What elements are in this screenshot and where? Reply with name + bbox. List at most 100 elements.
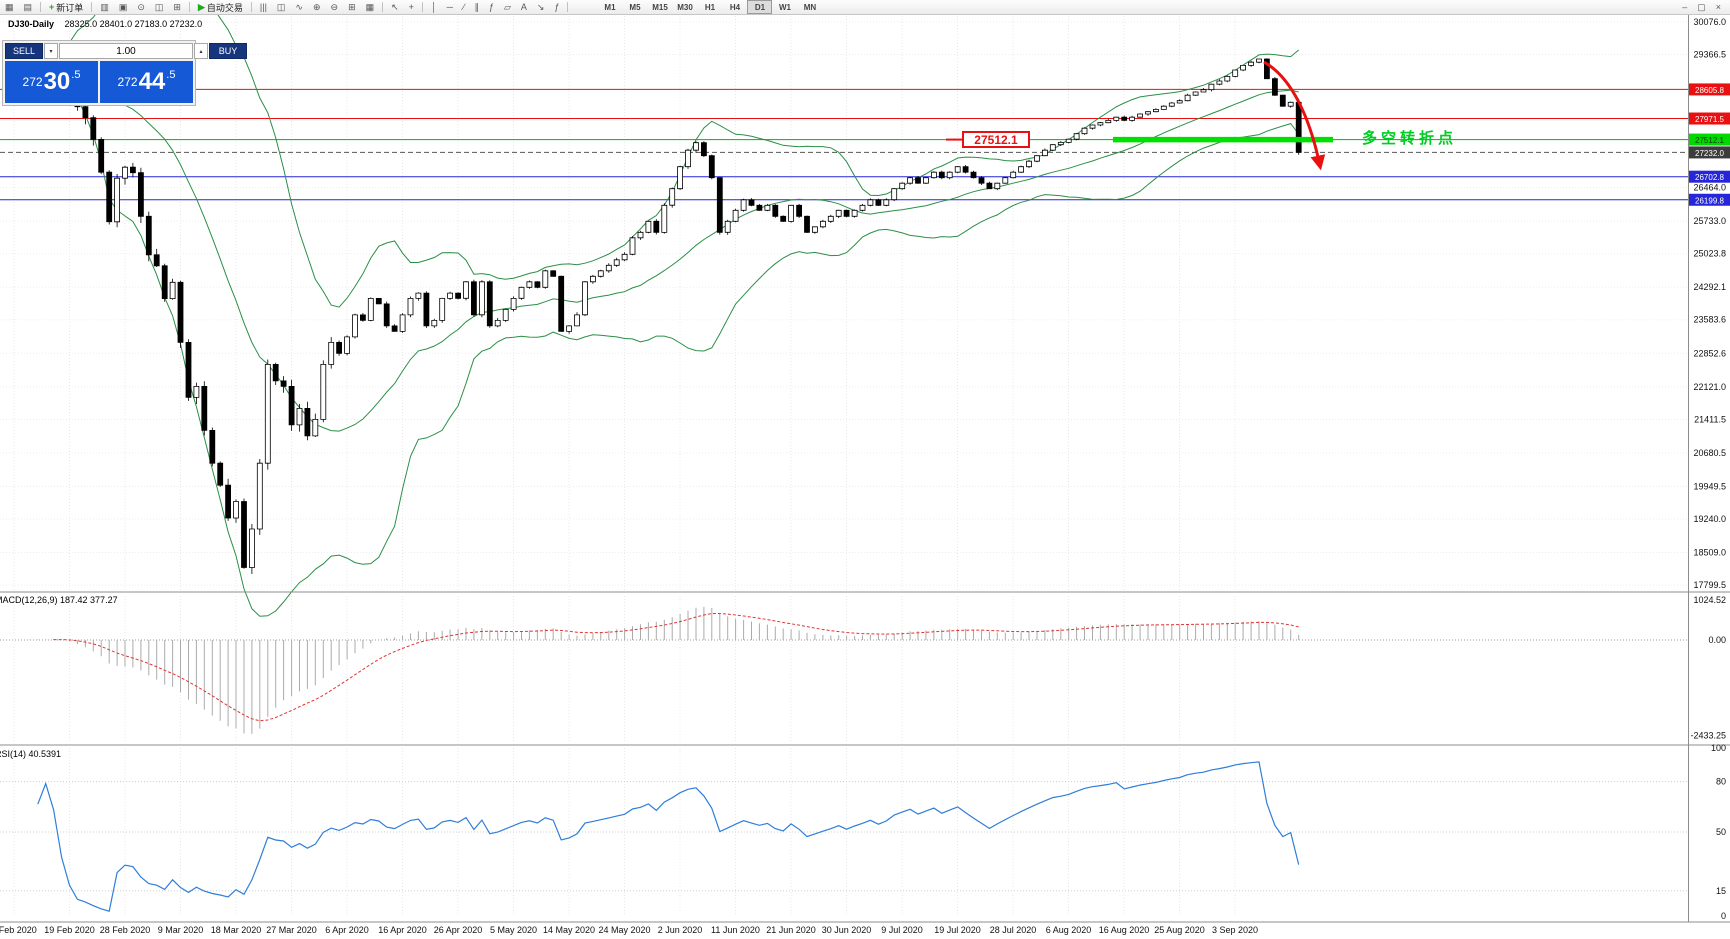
- price-axis-label: 25733.0: [1693, 216, 1726, 226]
- bar-chart-icon[interactable]: |||: [256, 0, 271, 14]
- grid-icon[interactable]: ▦: [362, 0, 379, 14]
- chart-profiles-icon: ▤: [23, 2, 33, 12]
- strategy-tester-icon: ⊞: [173, 2, 181, 12]
- time-axis-label: 6 Apr 2020: [325, 925, 369, 935]
- toolbar-separator: [188, 2, 190, 12]
- macd-axis-label: 0.00: [1708, 635, 1726, 645]
- time-axis-label: 24 May 2020: [598, 925, 650, 935]
- time-axis-label: 11 Jun 2020: [711, 925, 760, 935]
- level-price-badge-text: 26199.8: [1695, 196, 1724, 205]
- price-axis-label: 29366.5: [1693, 50, 1726, 60]
- horizontal-line-icon[interactable]: ─: [443, 0, 457, 14]
- grid-icon: ▦: [365, 2, 375, 12]
- close-icon[interactable]: ×: [1712, 0, 1725, 14]
- rsi-axis-label: 80: [1716, 777, 1726, 787]
- symbol-period-label: DJ30-Daily: [8, 19, 55, 29]
- navigator-icon[interactable]: ⊙: [133, 0, 149, 14]
- tile-windows-icon: ⊞: [348, 2, 356, 12]
- toolbar-separator: [382, 2, 384, 12]
- timeframe-m5[interactable]: M5: [629, 2, 641, 12]
- toolbar-separator: [567, 2, 569, 12]
- price-axis-label: 23583.6: [1693, 315, 1726, 325]
- price-callout-box: 27512.1: [962, 131, 1030, 148]
- timeframe-h4[interactable]: H4: [729, 2, 741, 12]
- arrows-icon[interactable]: ↘: [533, 0, 549, 14]
- time-axis-label: 16 Apr 2020: [378, 925, 427, 935]
- timeframe-h1[interactable]: H1: [704, 2, 716, 12]
- sell-price-prefix: 272: [22, 75, 43, 89]
- level-price-badge-text: 27512.1: [1695, 136, 1724, 145]
- auto-trading-button[interactable]: ▶ 自动交易: [194, 0, 247, 14]
- level-price-badge: [1689, 83, 1730, 96]
- vertical-line-icon: │: [430, 2, 437, 12]
- chart-profiles-icon[interactable]: ▤: [20, 0, 37, 14]
- rsi-axis-label: 100: [1711, 743, 1726, 753]
- price-axis-label: 25023.8: [1693, 249, 1726, 259]
- vertical-line-icon[interactable]: │: [427, 0, 441, 14]
- toolbar-separator: [421, 2, 423, 12]
- level-price-badge-text: 28605.8: [1695, 86, 1724, 95]
- trendline-icon[interactable]: ∕: [459, 0, 469, 14]
- data-window-icon[interactable]: ▣: [115, 0, 132, 14]
- zoom-out-icon[interactable]: ⊖: [327, 0, 343, 14]
- buy-button[interactable]: BUY: [209, 43, 247, 59]
- crosshair-icon: +: [408, 2, 414, 12]
- new-chart-icon[interactable]: ▦: [1, 0, 18, 14]
- new-order-button[interactable]: + 新订单: [45, 0, 87, 14]
- one-click-prices: 272 30 .5 272 44 .5: [5, 61, 193, 103]
- new-order-button-label: 新订单: [56, 2, 84, 13]
- text-icon[interactable]: A: [517, 0, 531, 14]
- rsi-indicator-label: RSI(14) 40.5391: [0, 749, 62, 759]
- market-watch-icon[interactable]: ▥: [96, 0, 113, 14]
- sell-button[interactable]: SELL: [5, 43, 43, 59]
- cursor-icon[interactable]: ↖: [387, 0, 403, 14]
- sell-price[interactable]: 272 30 .5: [5, 61, 98, 103]
- bar-chart-icon: |||: [259, 2, 267, 12]
- chart-title: DJ30-Daily 28325.0 28401.0 27183.0 27232…: [8, 19, 202, 29]
- line-chart-icon[interactable]: ∿: [291, 0, 307, 14]
- level-price-badge-text: 26702.8: [1695, 173, 1724, 182]
- fibonacci-icon[interactable]: ƒ: [485, 0, 498, 14]
- crosshair-icon[interactable]: +: [405, 0, 418, 14]
- zoom-in-icon[interactable]: ⊕: [309, 0, 325, 14]
- toolbar-separator: [91, 2, 93, 12]
- buy-price-big-digits: 44: [138, 68, 166, 95]
- timeframe-mn[interactable]: MN: [803, 2, 817, 12]
- timeframe-m1[interactable]: M1: [604, 2, 616, 12]
- minimize-icon[interactable]: ‒: [1678, 0, 1691, 14]
- price-axis-label: 26464.0: [1693, 183, 1726, 193]
- timeframe-d1[interactable]: D1: [747, 0, 773, 14]
- volume-input[interactable]: [59, 43, 193, 59]
- candlestick-chart-icon[interactable]: ◫: [273, 0, 290, 14]
- level-price-badge: [1689, 193, 1730, 206]
- rsi-axis-label: 15: [1716, 886, 1726, 896]
- terminal-icon[interactable]: ◫: [151, 0, 168, 14]
- candlestick-chart-icon: ◫: [276, 2, 286, 12]
- timeframe-m30[interactable]: M30: [677, 2, 693, 12]
- price-axis-label: 22852.6: [1693, 348, 1726, 358]
- toolbar-separator: [40, 2, 42, 12]
- restore-icon: ▢: [1697, 2, 1706, 12]
- buy-price[interactable]: 272 44 .5: [100, 61, 193, 103]
- time-axis-label: 25 Aug 2020: [1154, 925, 1205, 935]
- shapes-icon[interactable]: ▱: [500, 0, 515, 14]
- timeframe-w1[interactable]: W1: [778, 2, 791, 12]
- indicators-icon: ƒ: [554, 2, 560, 12]
- bollinger-middle-band: [45, 54, 1299, 432]
- time-axis-label: 27 Mar 2020: [266, 925, 317, 935]
- time-axis-label: 26 Apr 2020: [434, 925, 483, 935]
- current-price-badge: [1689, 146, 1730, 159]
- timeframe-m15[interactable]: M15: [652, 2, 668, 12]
- auto-trading-icon: ▶: [197, 2, 205, 12]
- price-axis-label: 20680.5: [1693, 448, 1726, 458]
- volume-decrease-button[interactable]: ▾: [44, 43, 58, 59]
- channel-icon[interactable]: ∥: [470, 0, 483, 14]
- tile-windows-icon[interactable]: ⊞: [344, 0, 360, 14]
- restore-icon[interactable]: ▢: [1693, 0, 1710, 14]
- indicators-icon[interactable]: ƒ: [550, 0, 563, 14]
- volume-increase-button[interactable]: ▴: [194, 43, 208, 59]
- time-axis-label: 28 Jul 2020: [990, 925, 1037, 935]
- time-axis-label: 5 Feb 2020: [0, 925, 37, 935]
- strategy-tester-icon[interactable]: ⊞: [169, 0, 185, 14]
